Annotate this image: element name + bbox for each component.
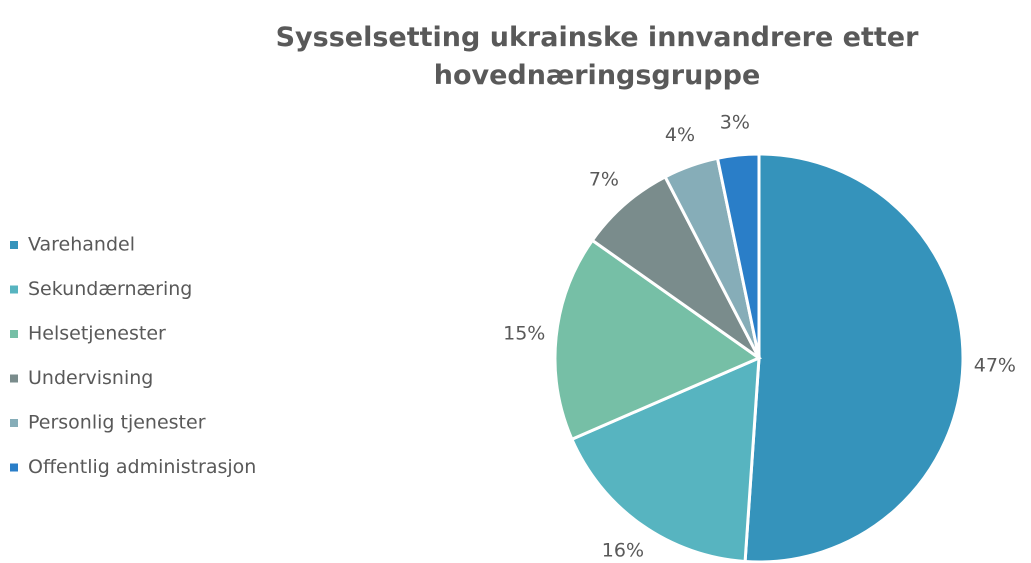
title-line: hovednæringsgruppe [434, 60, 761, 91]
title-line: Sysselsetting ukrainske innvandrere ette… [276, 22, 920, 53]
data-label: 47% [974, 355, 1016, 377]
legend-swatch [10, 285, 18, 294]
pie-slice [715, 152, 761, 359]
legend-label: Offentlig administrasjon [28, 456, 256, 478]
pie-slice [569, 355, 761, 563]
data-label: 3% [720, 112, 750, 134]
legend-label: Personlig tjenester [28, 412, 206, 434]
pie-slice [743, 152, 965, 563]
legend-swatch [10, 419, 18, 427]
chart-title: Sysselsetting ukrainske innvandrere ette… [276, 22, 920, 91]
legend-label: Varehandel [28, 234, 135, 256]
legend-swatch [10, 330, 18, 338]
data-label: 15% [503, 322, 545, 344]
data-label: 4% [665, 124, 695, 146]
legend-swatch [10, 374, 18, 383]
legend-label: Undervisning [28, 367, 153, 389]
data-label: 16% [602, 539, 644, 561]
legend-swatch [10, 463, 18, 472]
data-label: 7% [589, 169, 619, 191]
pie-slice [553, 238, 763, 442]
pie-slice [590, 174, 761, 360]
legend-label: Helsetjenester [28, 323, 166, 345]
legend-label: Sekundærnæring [28, 278, 192, 300]
legend-swatch [10, 241, 18, 249]
